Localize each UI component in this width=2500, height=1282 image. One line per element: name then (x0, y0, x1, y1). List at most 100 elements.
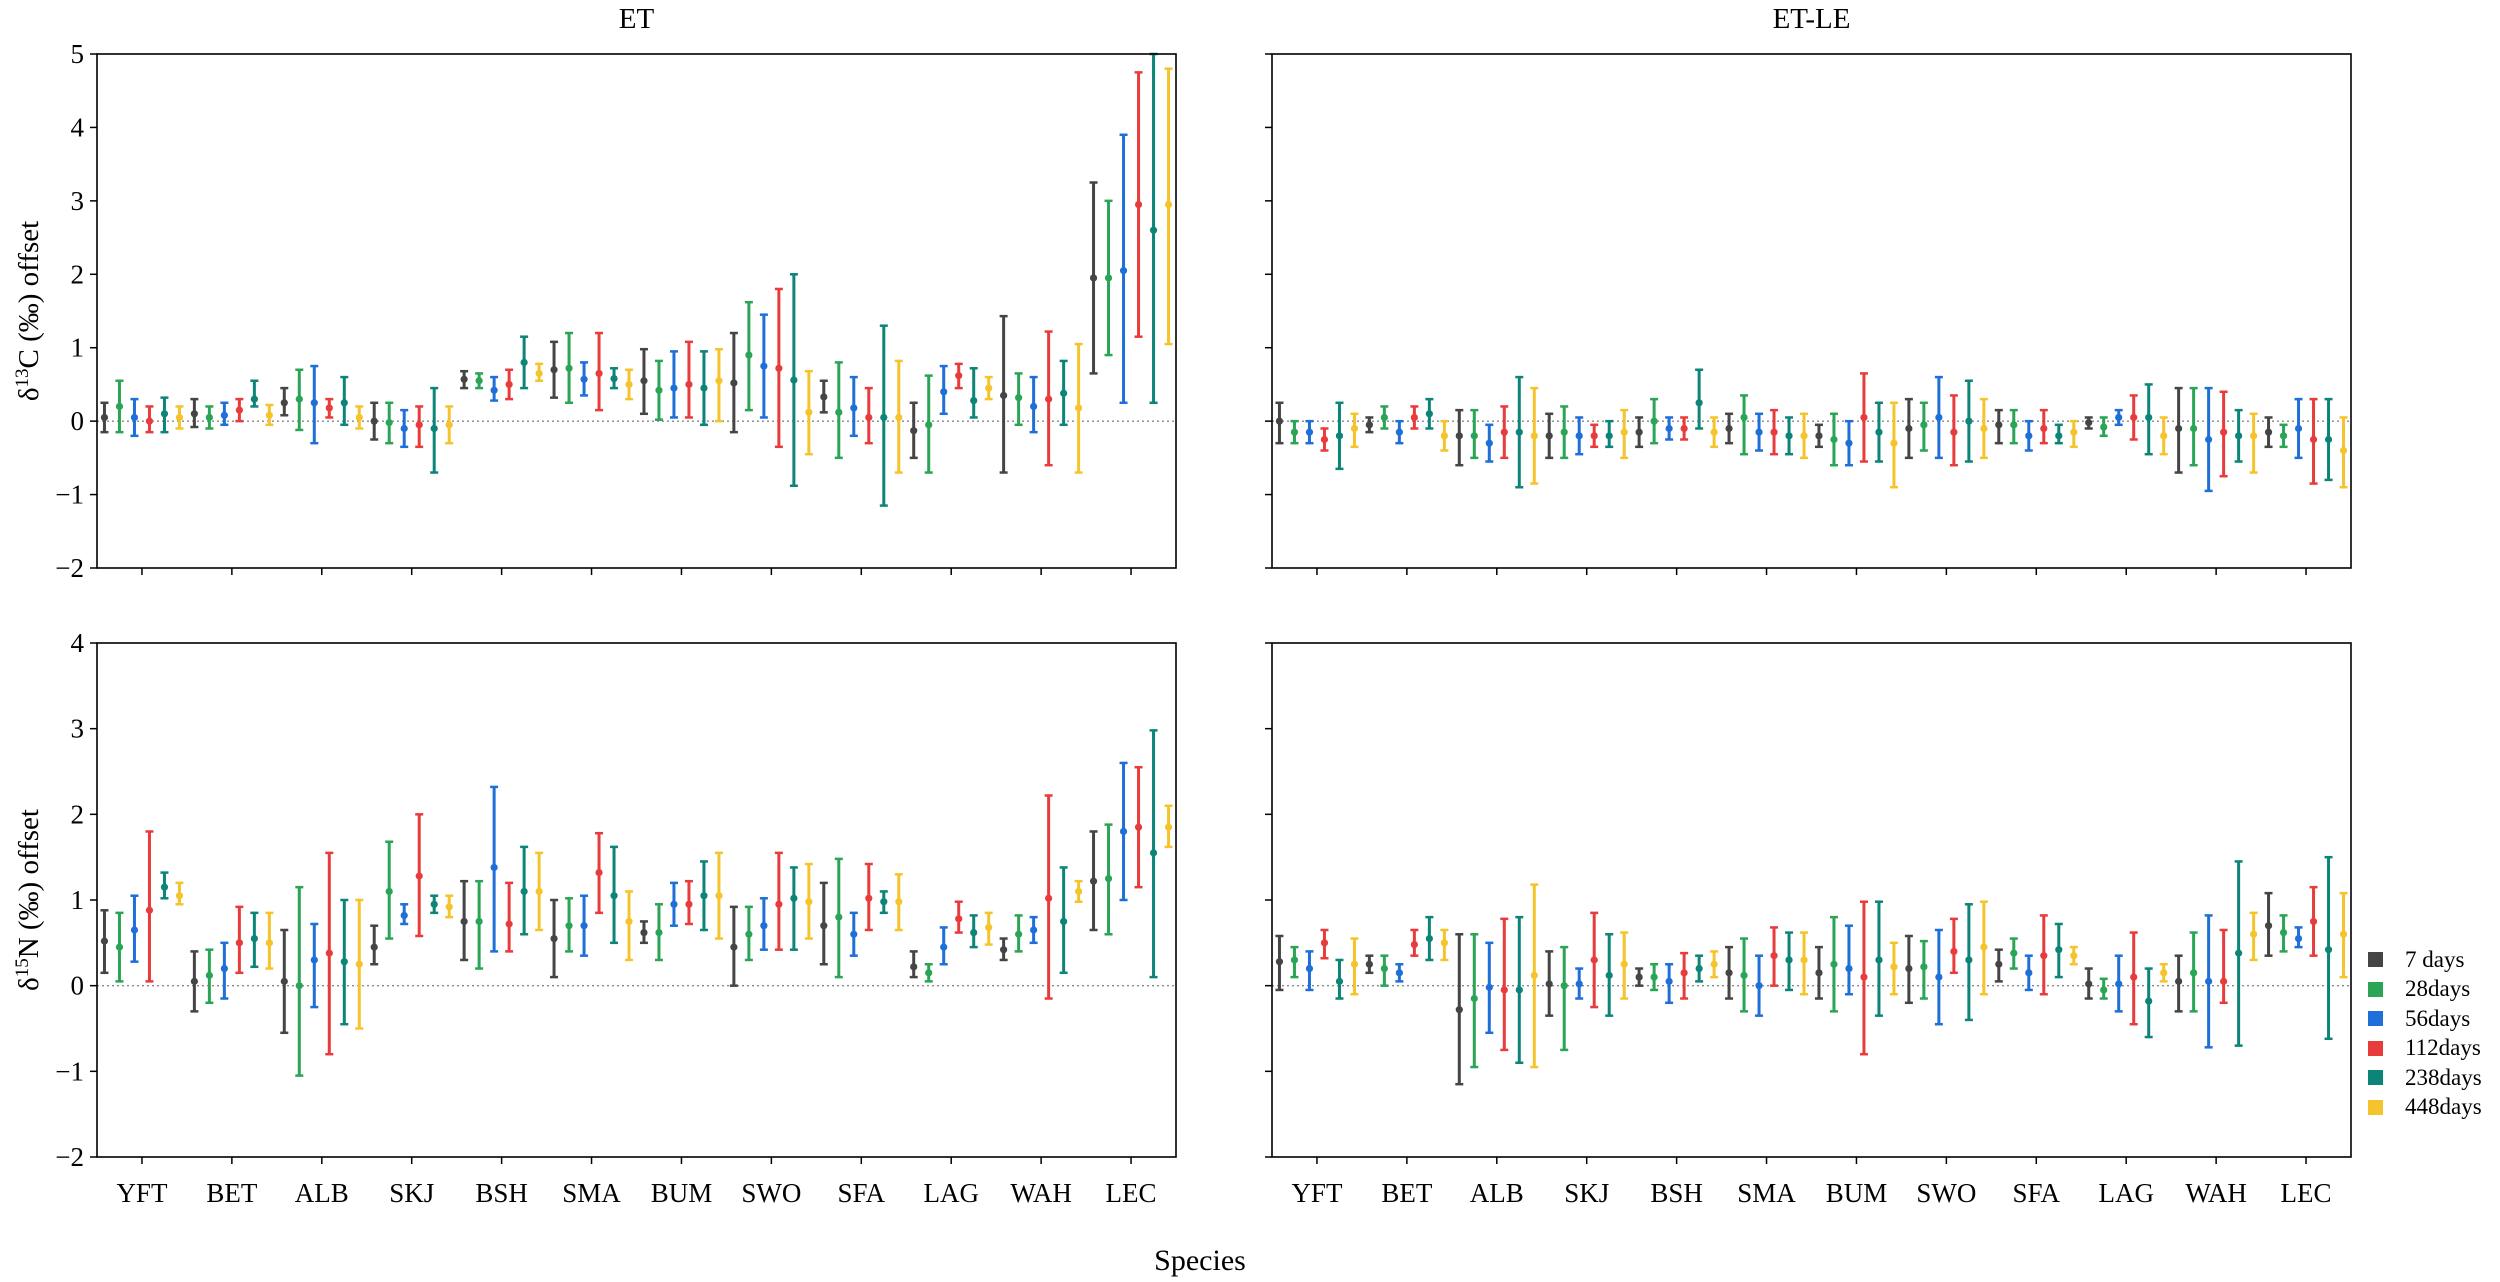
mean-point (325, 949, 333, 957)
error-bar (1545, 950, 1554, 1017)
error-bar (1044, 794, 1053, 1000)
error-bar (1470, 933, 1479, 1069)
error-bar (2264, 416, 2273, 449)
error-bar (714, 347, 723, 423)
error-bar (2069, 945, 2078, 966)
mean-point (2235, 432, 2243, 440)
x-tick-label: LEC (2281, 1178, 2332, 1208)
mean-point (1104, 274, 1113, 282)
mean-point (520, 358, 528, 366)
mean-point (2145, 997, 2153, 1005)
error-bar (1149, 729, 1158, 979)
error-bar (415, 405, 424, 449)
mean-point (190, 977, 198, 985)
error-bar (1530, 883, 1539, 1069)
mean-point (1575, 432, 1583, 440)
mean-point (2205, 435, 2213, 444)
mean-point (1275, 417, 1284, 425)
mean-point (1455, 1006, 1463, 1014)
error-bar (145, 830, 154, 983)
mean-point (1875, 428, 1883, 436)
error-bar (879, 324, 888, 507)
mean-point (700, 384, 708, 392)
mean-point (1800, 956, 1808, 964)
error-bar (909, 950, 918, 979)
error-bar (849, 911, 858, 957)
error-bar (2294, 397, 2303, 460)
legend-label: 448days (2405, 1094, 2482, 1120)
error-bar (2084, 967, 2093, 1000)
legend-swatch (2368, 1040, 2383, 1056)
error-bar (1740, 394, 1749, 456)
error-bar (2069, 419, 2078, 449)
mean-point (2070, 428, 2078, 436)
error-bar (2279, 914, 2288, 953)
error-bar (2114, 954, 2123, 1013)
legend-label: 7 days (2405, 946, 2465, 972)
error-bar (2144, 967, 2153, 1039)
mean-point (850, 930, 858, 938)
mean-point (235, 939, 243, 947)
mean-point (2025, 432, 2033, 440)
error-bar (1635, 967, 1644, 987)
mean-point (175, 892, 184, 900)
mean-point (775, 364, 783, 372)
error-bar (190, 397, 199, 429)
error-bar (1710, 950, 1719, 979)
mean-point (1770, 428, 1778, 436)
error-bar (400, 903, 409, 926)
panel-et-d15n: −2 −1 0 1 2 3 4 YFT BET ALB SKJ BSH SMA BUM SWO SFA LAG W… (12, 628, 1177, 1208)
error-bar (1590, 911, 1599, 1009)
mean-point (355, 413, 363, 422)
x-tick-label: SWO (1916, 1178, 1976, 1208)
error-bar (535, 851, 544, 932)
mean-point (1530, 971, 1538, 979)
panel-et-d13c: −2 −1 0 1 2 3 4 5 ET δ13C (‰) offset (12, 3, 1177, 583)
mean-point (1980, 424, 1988, 433)
error-bar (2159, 416, 2168, 456)
mean-point (2115, 980, 2123, 988)
mean-point (985, 384, 993, 392)
panel-etle-d15n: YFT BET ALB SKJ BSH SMA BUM SWO SFA LAG WAH LEC (1265, 642, 2352, 1208)
error-bar (175, 881, 184, 906)
error-bar (475, 879, 484, 970)
mean-point (1119, 267, 1128, 275)
mean-point (1164, 200, 1173, 209)
mean-point (1335, 432, 1344, 440)
panel-title: ET (619, 3, 655, 35)
error-bar (550, 898, 559, 979)
mean-point (1650, 973, 1658, 981)
mean-point (2040, 952, 2048, 960)
error-bar (1104, 823, 1113, 936)
error-bar (1074, 879, 1083, 903)
mean-point (715, 892, 723, 900)
error-bar (445, 405, 454, 445)
y-tick-label: 1 (71, 333, 85, 363)
error-bar (1560, 945, 1569, 1052)
mean-point (1935, 413, 1943, 422)
error-bar (2279, 423, 2288, 449)
mean-point (190, 410, 198, 418)
mean-point (1485, 983, 1493, 991)
mean-point (1380, 413, 1388, 422)
error-bar (669, 881, 678, 927)
error-bar (2294, 926, 2303, 949)
legend-label: 56days (2405, 1005, 2471, 1031)
x-axis-label: Species (1154, 1244, 1246, 1277)
error-bar (2159, 963, 2168, 983)
legend: 7 days 28days 56days 112days 238days 448… (2368, 945, 2482, 1122)
error-bar (595, 331, 604, 412)
error-bar (1949, 917, 1958, 975)
mean-point (865, 413, 873, 422)
mean-point (1890, 439, 1898, 447)
error-bar (625, 368, 634, 401)
error-bar (1059, 866, 1068, 975)
error-bar (1560, 405, 1569, 460)
error-bar (759, 897, 768, 951)
mean-point (625, 380, 633, 389)
mean-point (550, 934, 558, 943)
error-bar (400, 408, 409, 449)
error-bar (909, 401, 918, 460)
mean-point (520, 887, 528, 896)
error-bar (774, 851, 783, 951)
